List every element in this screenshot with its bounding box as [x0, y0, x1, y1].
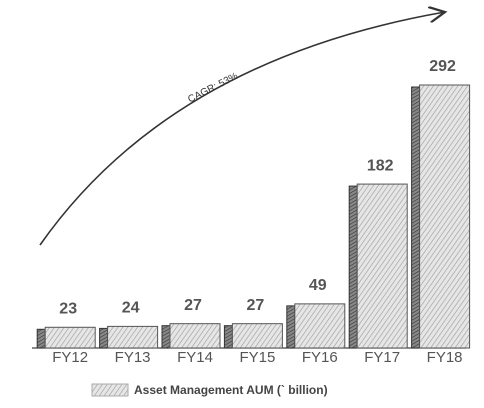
- x-tick-label: FY18: [427, 349, 463, 366]
- bar: [411, 84, 471, 349]
- bar: [348, 183, 408, 349]
- legend-label: Asset Management AUM (` billion): [134, 383, 328, 397]
- x-tick-label: FY16: [302, 349, 338, 366]
- bar-side: [348, 185, 358, 349]
- bar-side: [286, 305, 296, 349]
- value-label: 27: [184, 297, 202, 314]
- bar-side: [223, 325, 233, 349]
- bar: [99, 325, 159, 349]
- value-label: 49: [309, 277, 327, 294]
- x-tick-label: FY12: [52, 349, 88, 366]
- bar: [223, 323, 283, 349]
- bar-front: [231, 323, 283, 349]
- value-label: 23: [59, 301, 77, 318]
- value-label: 292: [429, 58, 456, 75]
- x-tick-label: FY14: [177, 349, 213, 366]
- bar-side: [99, 327, 109, 349]
- growth-arrow: [39, 12, 445, 246]
- bar-front: [107, 325, 159, 349]
- x-tick-label: FY15: [239, 349, 275, 366]
- x-tick-label: FY13: [115, 349, 151, 366]
- bar-front: [169, 323, 221, 349]
- value-label: 182: [367, 157, 394, 174]
- bar: [161, 323, 221, 349]
- bar: [36, 326, 96, 349]
- bar-front: [419, 84, 471, 349]
- bar-side: [36, 328, 46, 349]
- bar-front: [44, 326, 96, 349]
- value-label: 27: [247, 297, 265, 314]
- x-tick-label: FY17: [364, 349, 400, 366]
- bar-front: [356, 183, 408, 349]
- legend-swatch: [91, 383, 129, 397]
- annotation: CAGR: 53%: [186, 71, 240, 106]
- bar-side: [161, 325, 171, 349]
- value-label: 24: [122, 300, 140, 317]
- bar-front: [294, 303, 346, 349]
- bar-side: [411, 86, 421, 349]
- bar: [286, 303, 346, 349]
